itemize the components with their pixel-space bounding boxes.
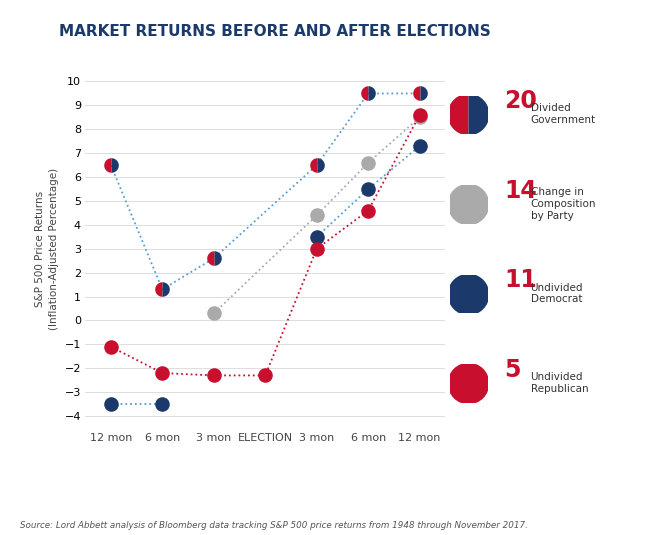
- Point: [415, 111, 425, 119]
- Text: Democrat: Democrat: [531, 294, 582, 304]
- Point: [105, 161, 116, 170]
- Point: [157, 400, 168, 408]
- Point: [312, 244, 322, 253]
- Point: [312, 161, 322, 170]
- Point: [157, 285, 168, 294]
- Text: Government: Government: [531, 115, 595, 125]
- Text: Divided: Divided: [531, 103, 571, 113]
- Text: 14: 14: [504, 179, 537, 203]
- Point: [363, 89, 373, 98]
- Point: [105, 342, 116, 351]
- Point: [363, 158, 373, 167]
- Point: [157, 285, 168, 294]
- Point: [208, 309, 219, 318]
- Text: Undivided: Undivided: [531, 282, 583, 293]
- Text: 5: 5: [504, 358, 521, 382]
- Point: [415, 89, 425, 98]
- Point: [363, 89, 373, 98]
- Point: [463, 379, 474, 387]
- Point: [312, 161, 322, 170]
- Point: [463, 289, 474, 298]
- Point: [105, 161, 116, 170]
- Point: [105, 400, 116, 408]
- Y-axis label: S&P 500 Price Returns
(Inflation-Adjusted Percentage): S&P 500 Price Returns (Inflation-Adjuste…: [35, 167, 59, 330]
- Point: [208, 371, 219, 380]
- Point: [157, 369, 168, 377]
- Text: Composition: Composition: [531, 199, 596, 209]
- Point: [260, 371, 271, 380]
- Point: [208, 254, 219, 263]
- Point: [415, 89, 425, 98]
- Point: [463, 110, 474, 119]
- Point: [463, 200, 474, 208]
- Text: Real (inflation-adjusted) S&P 500 price returns are inconclusive when it comes t: Real (inflation-adjusted) S&P 500 price …: [16, 463, 635, 472]
- Point: [208, 254, 219, 263]
- Point: [415, 142, 425, 150]
- Text: Source: Lord Abbett analysis of Bloomberg data tracking S&P 500 price returns fr: Source: Lord Abbett analysis of Bloomber…: [20, 521, 527, 530]
- Text: 20: 20: [504, 89, 537, 113]
- Text: MARKET RETURNS BEFORE AND AFTER ELECTIONS: MARKET RETURNS BEFORE AND AFTER ELECTION…: [59, 24, 491, 39]
- Text: 11: 11: [504, 268, 537, 292]
- Point: [312, 233, 322, 241]
- Text: Republican: Republican: [531, 384, 588, 394]
- Text: by Party: by Party: [531, 211, 573, 221]
- Text: Undivided: Undivided: [531, 372, 583, 383]
- Point: [463, 110, 474, 119]
- Point: [363, 207, 373, 215]
- Point: [312, 211, 322, 219]
- Point: [363, 185, 373, 193]
- Point: [415, 113, 425, 121]
- Text: Change in: Change in: [531, 187, 584, 197]
